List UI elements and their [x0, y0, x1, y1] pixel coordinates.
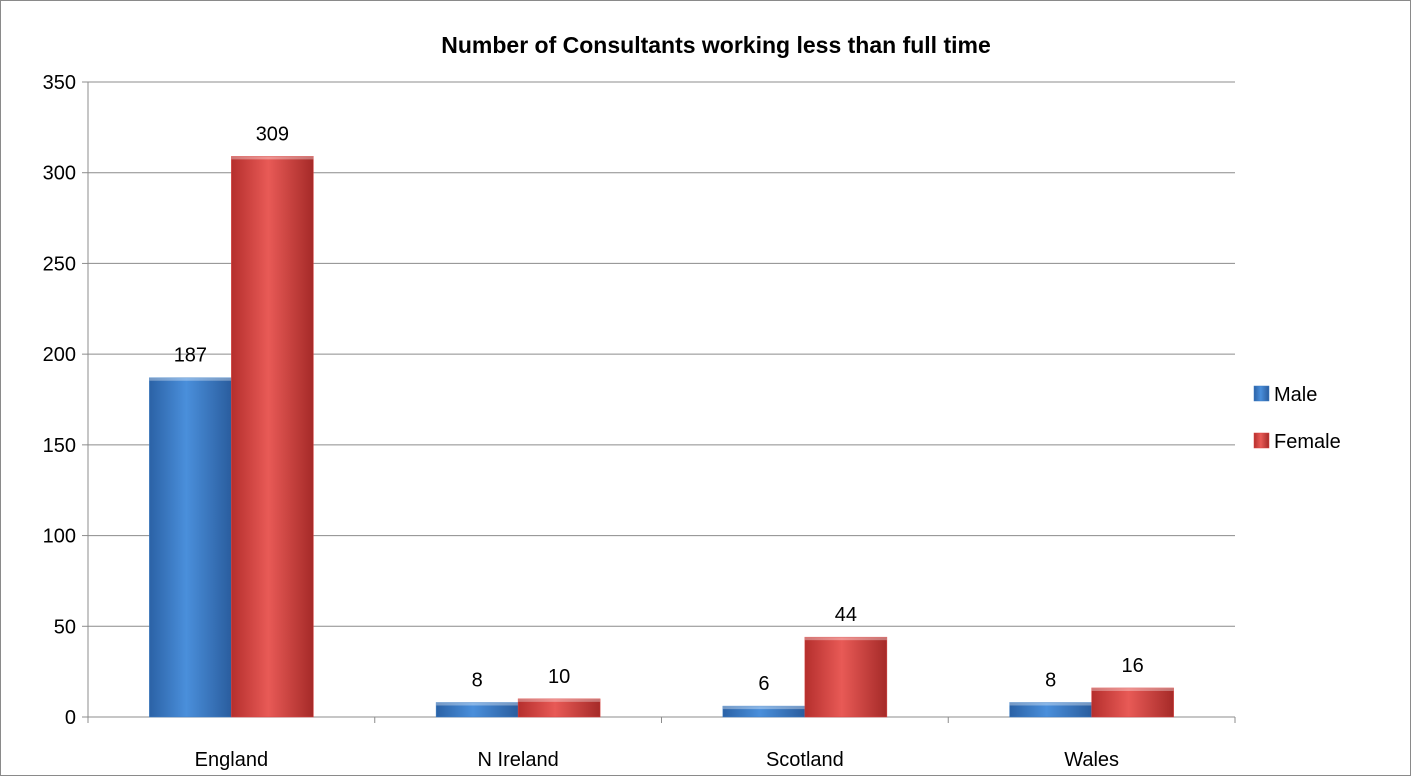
data-label-male-scotland: 6	[758, 673, 769, 695]
y-tick-label-100: 100	[43, 526, 76, 548]
bar-female-wales	[1091, 687, 1174, 718]
data-label-female-wales: 16	[1122, 655, 1144, 677]
y-tick-label-0: 0	[65, 707, 76, 729]
y-tick-label-250: 250	[43, 253, 76, 275]
bar-bevel-male-3	[1009, 702, 1092, 706]
bar-bevel-female-1	[518, 698, 601, 702]
data-label-female-england: 309	[256, 123, 289, 145]
bar-male-england	[149, 377, 232, 718]
y-tick-label-350: 350	[43, 72, 76, 94]
data-label-female-n-ireland: 10	[548, 666, 570, 688]
legend-label-male: Male	[1274, 384, 1317, 406]
y-tick-label-200: 200	[43, 344, 76, 366]
legend-swatch-female	[1253, 432, 1270, 449]
x-tick-label-n-ireland: N Ireland	[478, 749, 559, 771]
bar-bevel-male-0	[149, 377, 232, 381]
bar-bevel-female-0	[231, 156, 314, 160]
bar-female-n-ireland	[517, 698, 601, 718]
x-tick-label-england: England	[195, 749, 268, 771]
x-tick-label-wales: Wales	[1064, 749, 1119, 771]
bar-bevel-female-3	[1091, 687, 1174, 691]
x-tick-label-scotland: Scotland	[766, 749, 844, 771]
bar-female-england	[231, 156, 314, 718]
legend: Male Female	[1253, 384, 1341, 453]
y-tick-label-150: 150	[43, 435, 76, 457]
chart-title: Number of Consultants working less than …	[441, 32, 991, 58]
data-label-female-scotland: 44	[835, 604, 857, 626]
y-tick-label-300: 300	[43, 163, 76, 185]
data-label-male-n-ireland: 8	[472, 669, 483, 691]
bars	[149, 156, 1174, 718]
y-tick-label-50: 50	[54, 616, 76, 638]
bar-bevel-male-2	[722, 706, 805, 710]
bar-female-scotland	[804, 636, 888, 718]
bar-bevel-male-1	[436, 702, 519, 706]
data-label-male-england: 187	[174, 345, 207, 367]
data-label-male-wales: 8	[1045, 669, 1056, 691]
data-labels: 187 309 8 10 6 44 8 16	[174, 123, 1144, 695]
bar-bevel-female-2	[804, 637, 887, 641]
legend-label-female: Female	[1274, 431, 1341, 453]
legend-swatch-male	[1253, 385, 1270, 402]
